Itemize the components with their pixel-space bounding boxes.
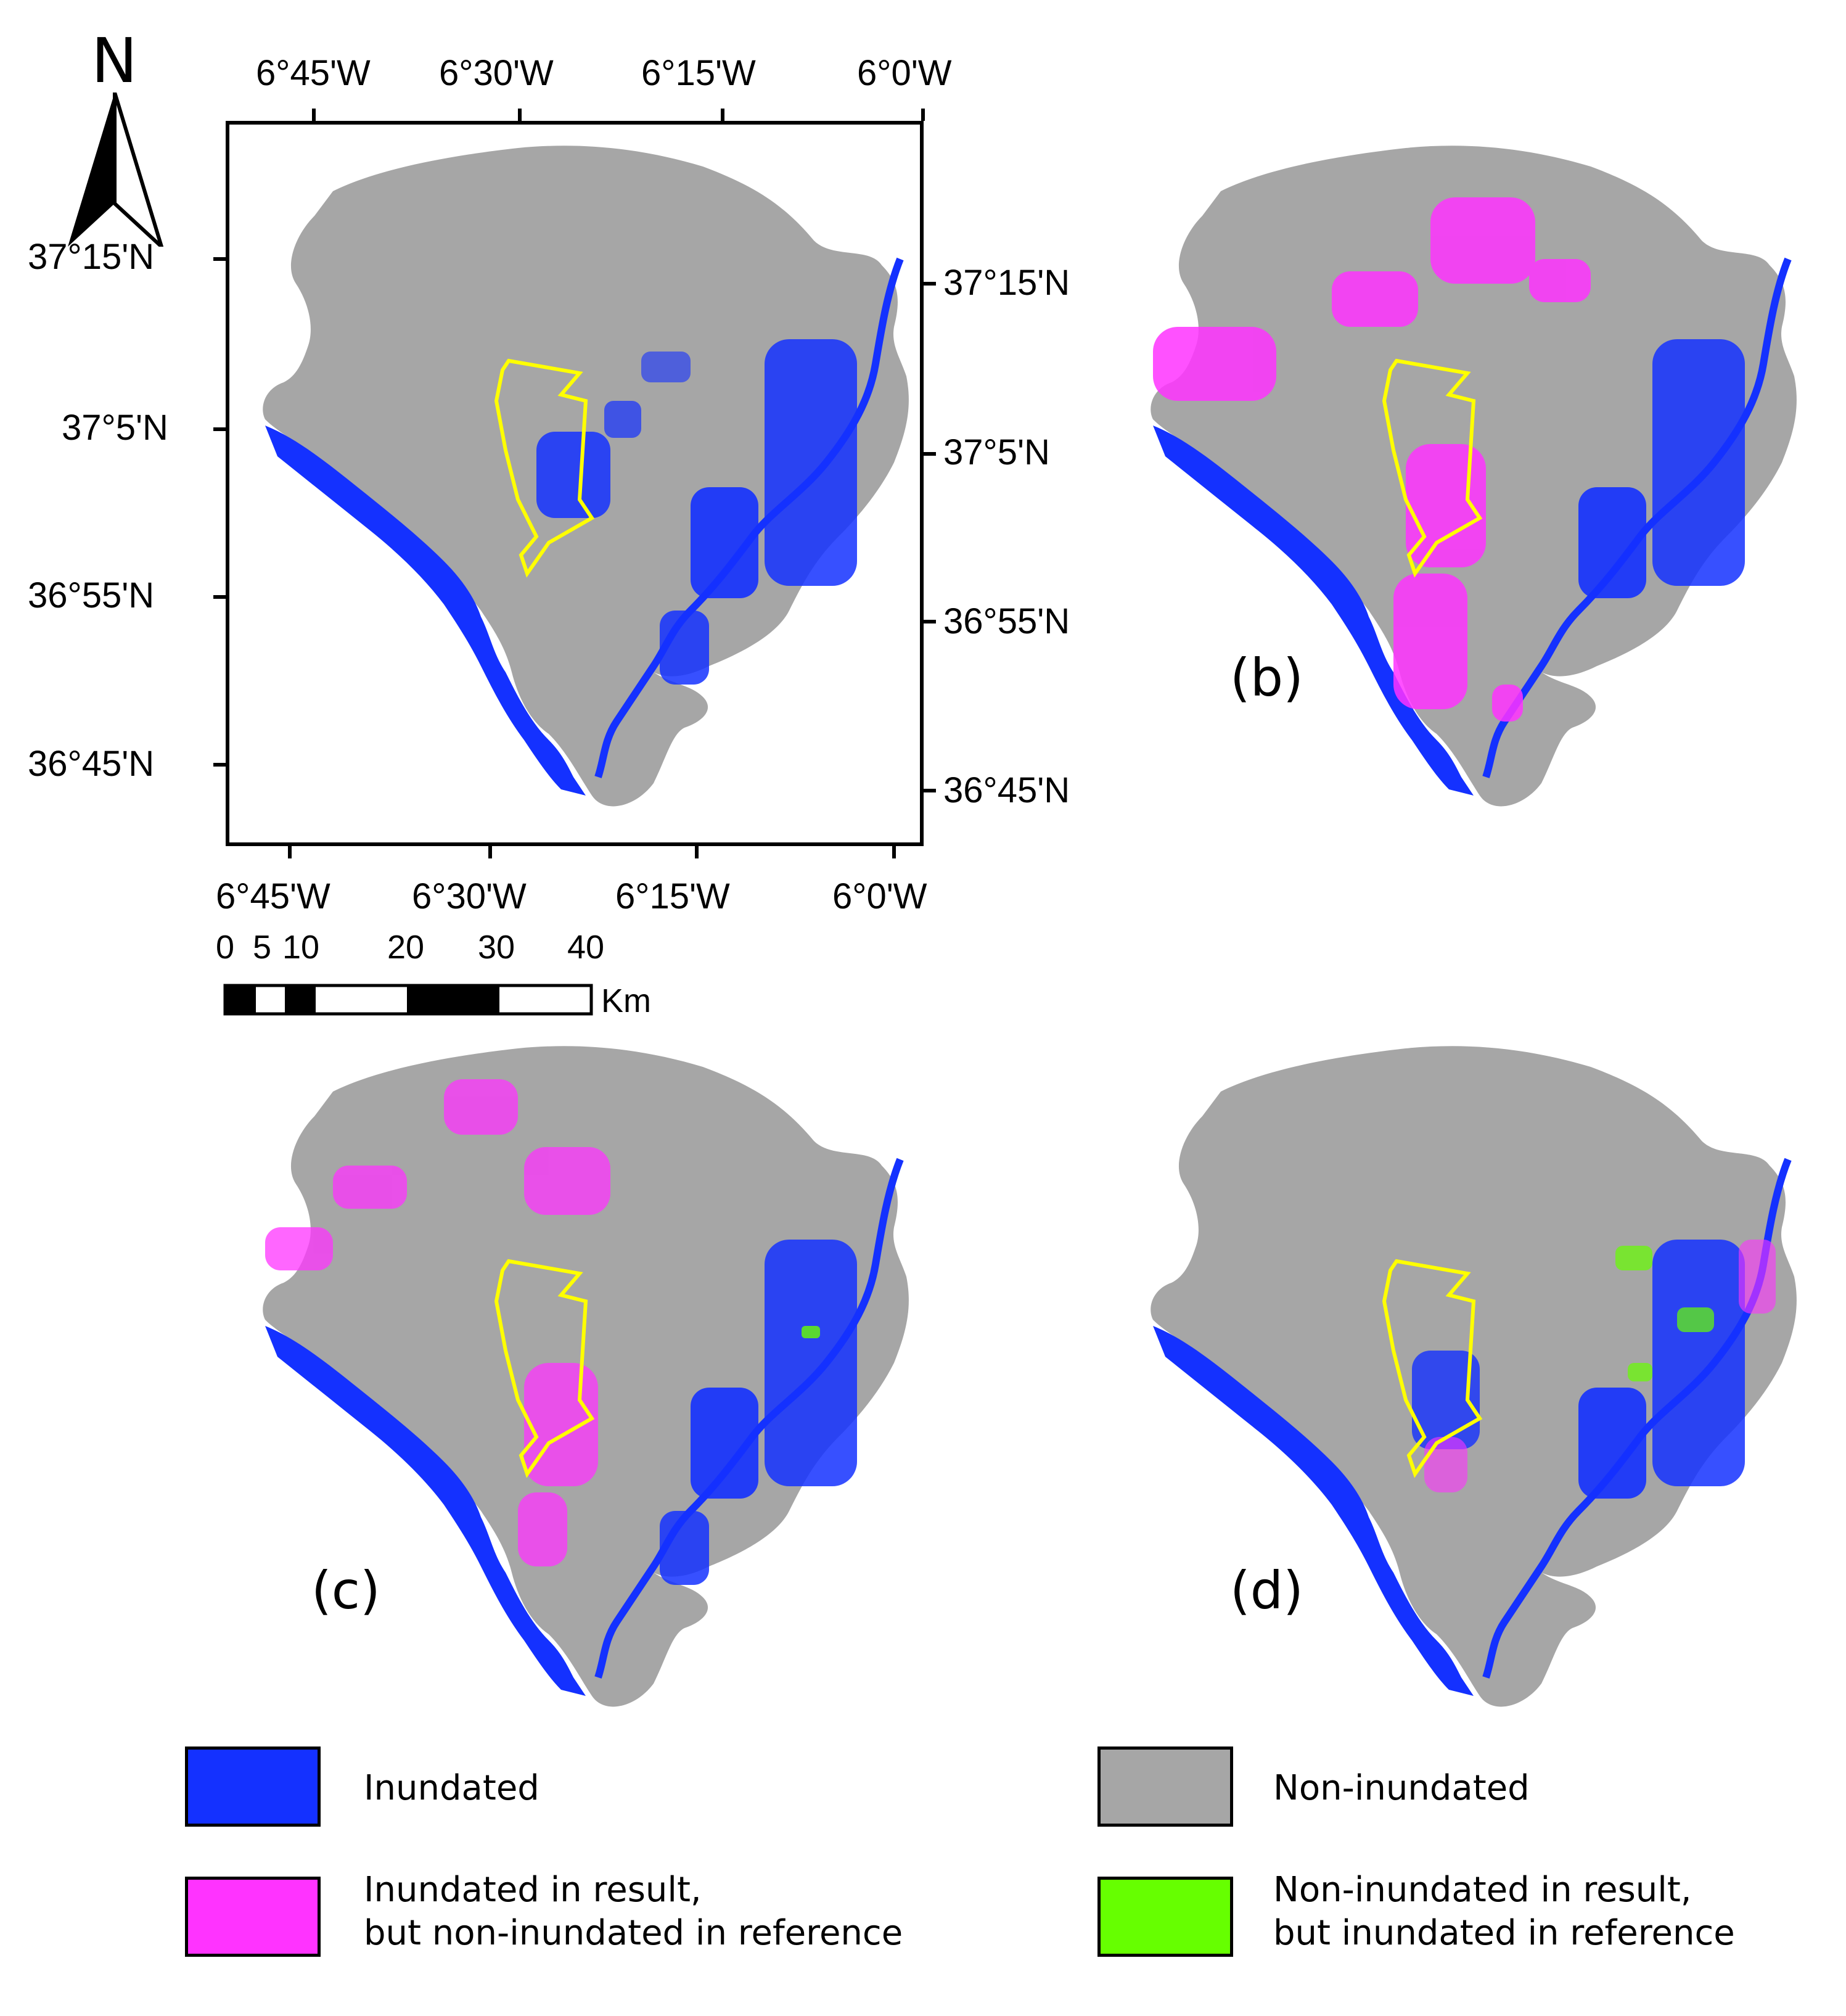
tick-right-1: 37°15'N [943, 263, 1070, 303]
scale-bar-graphic [223, 984, 593, 1016]
tick-top-3: 6°15'W [641, 53, 756, 93]
tick-left-3: 36°55'N [28, 575, 155, 615]
map-frame [226, 121, 924, 846]
legend-false-negative-line2: but inundated in reference [1273, 1913, 1735, 1953]
legend-false-positive-line2: but non-inundated in reference [364, 1913, 903, 1953]
legend-label-false-positive: Inundated in result, but non-inundated i… [364, 1869, 903, 1955]
tick-right-2: 37°5'N [943, 432, 1050, 472]
legend-false-negative-line1: Non-inundated in result, [1273, 1870, 1692, 1910]
legend-label-false-negative: Non-inundated in result, but inundated i… [1273, 1869, 1735, 1955]
panel-label-d: (d) [1230, 1560, 1303, 1621]
map-d [1151, 1046, 1797, 1707]
tick-top-2: 6°30'W [439, 53, 554, 93]
legend-swatch-false-positive [185, 1877, 321, 1957]
north-arrow: N [62, 25, 173, 247]
panel-label-c: (c) [311, 1560, 380, 1621]
tick-bottom-1: 6°45'W [216, 876, 330, 916]
scale-label-10: 10 [282, 929, 320, 966]
legend-label-non-inundated: Non-inundated [1273, 1768, 1530, 1808]
tick-bottom-4: 6°0'W [832, 876, 927, 916]
map-a [263, 146, 909, 807]
tick-left-4: 36°45'N [28, 744, 155, 784]
legend-false-positive-line1: Inundated in result, [364, 1870, 702, 1910]
tick-top-4: 6°0'W [857, 53, 952, 93]
tick-left-1: 37°15'N [28, 237, 155, 277]
legend-swatch-false-negative [1097, 1877, 1233, 1957]
map-c [263, 1046, 909, 1707]
legend-label-inundated: Inundated [364, 1768, 539, 1808]
tick-right-4: 36°45'N [943, 770, 1070, 810]
tick-left-2: 37°5'N [62, 408, 168, 448]
north-arrow-icon [68, 93, 164, 247]
scale-label-30: 30 [478, 929, 515, 966]
tick-top-1: 6°45'W [256, 53, 371, 93]
north-label: N [91, 25, 137, 97]
map-b [1151, 146, 1797, 807]
tick-bottom-2: 6°30'W [412, 876, 527, 916]
scale-label-0: 0 [216, 929, 235, 966]
scale-unit: Km [601, 982, 651, 1019]
scale-label-5: 5 [253, 929, 272, 966]
tick-right-3: 36°55'N [943, 601, 1070, 641]
scale-label-20: 20 [387, 929, 425, 966]
scale-label-40: 40 [567, 929, 605, 966]
legend-swatch-inundated [185, 1747, 321, 1827]
tick-bottom-3: 6°15'W [615, 876, 730, 916]
panel-label-b: (b) [1230, 648, 1303, 708]
legend-swatch-non-inundated [1097, 1747, 1233, 1827]
